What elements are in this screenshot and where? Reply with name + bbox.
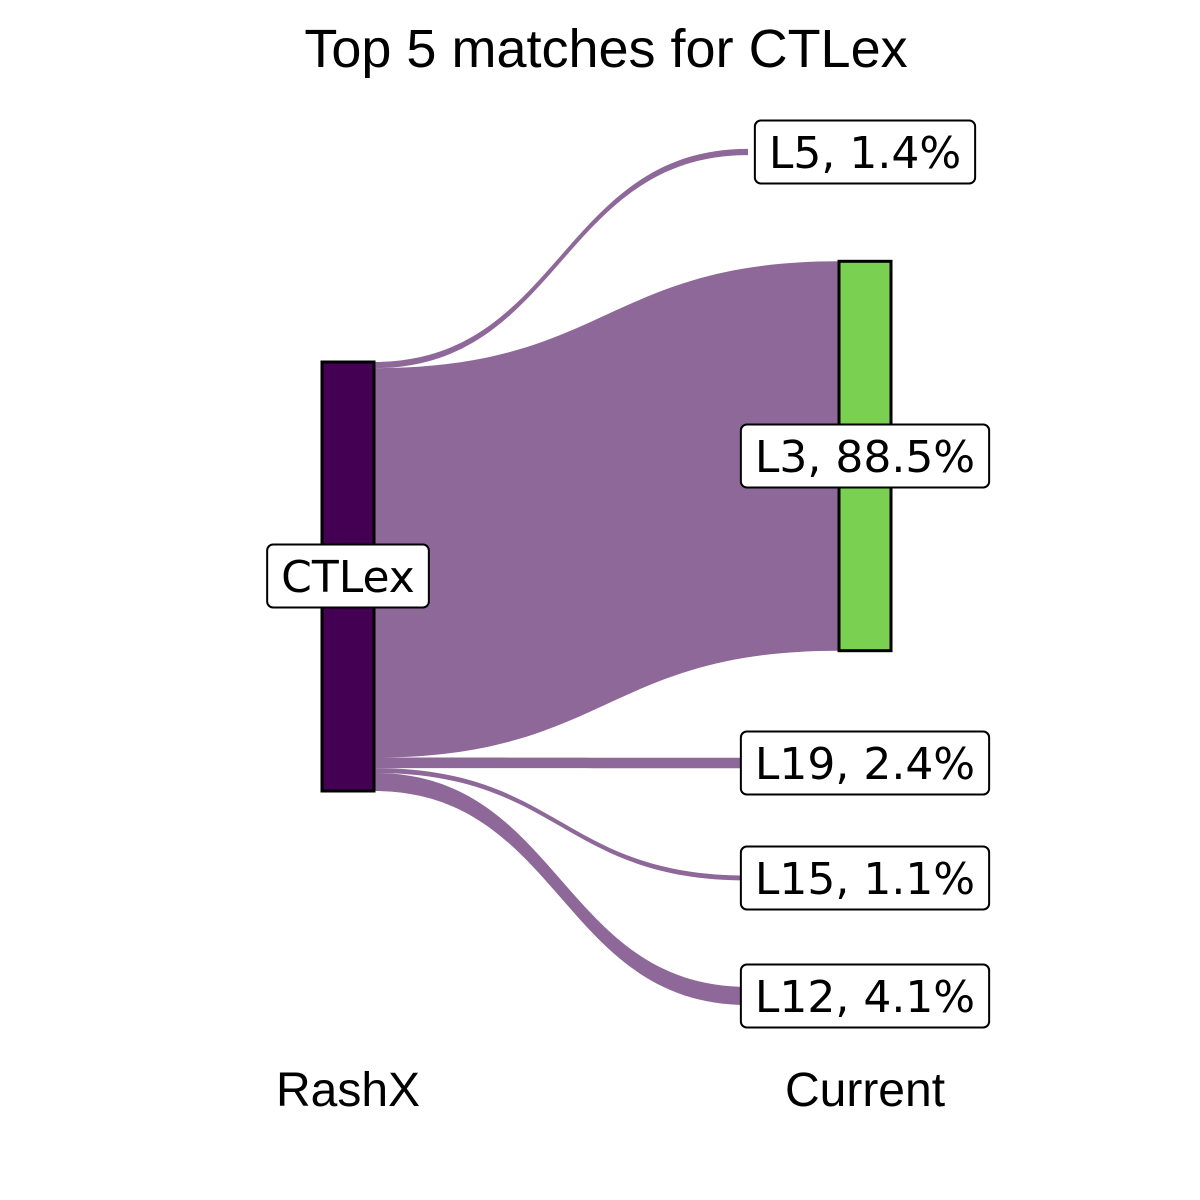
labels: CTLex L5, 1.4% L3, 88.5% L19, 2.4% L15, 1.1%…: [266, 119, 991, 1029]
flows: [374, 148, 839, 1006]
source-label: CTLex: [281, 552, 415, 603]
target-label-l3-box: [739, 423, 991, 489]
target-label-l3: L3, 88.5%: [755, 432, 975, 483]
flow-l19: [374, 757, 748, 769]
source-label-box: [266, 543, 430, 609]
target-label-l15-box: [739, 845, 991, 911]
target-label-l5-box: [753, 119, 977, 185]
chart-title: Top 5 matches for CTLex: [304, 19, 907, 79]
flow-l3: [374, 261, 839, 758]
target-label-l19-box: [739, 730, 991, 796]
right-axis-label: Current: [785, 1064, 945, 1117]
target-label-l15: L15, 1.1%: [755, 854, 975, 905]
target-label-l5: L5, 1.4%: [769, 128, 961, 179]
left-axis-label: RashX: [276, 1064, 420, 1117]
flow-l12: [374, 772, 748, 1006]
target-label-l12-box: [739, 963, 991, 1029]
target-label-l19: L19, 2.4%: [755, 739, 975, 790]
target-label-l12: L12, 4.1%: [755, 972, 975, 1023]
flow-l5: [374, 148, 748, 369]
flow-l15: [374, 768, 748, 881]
